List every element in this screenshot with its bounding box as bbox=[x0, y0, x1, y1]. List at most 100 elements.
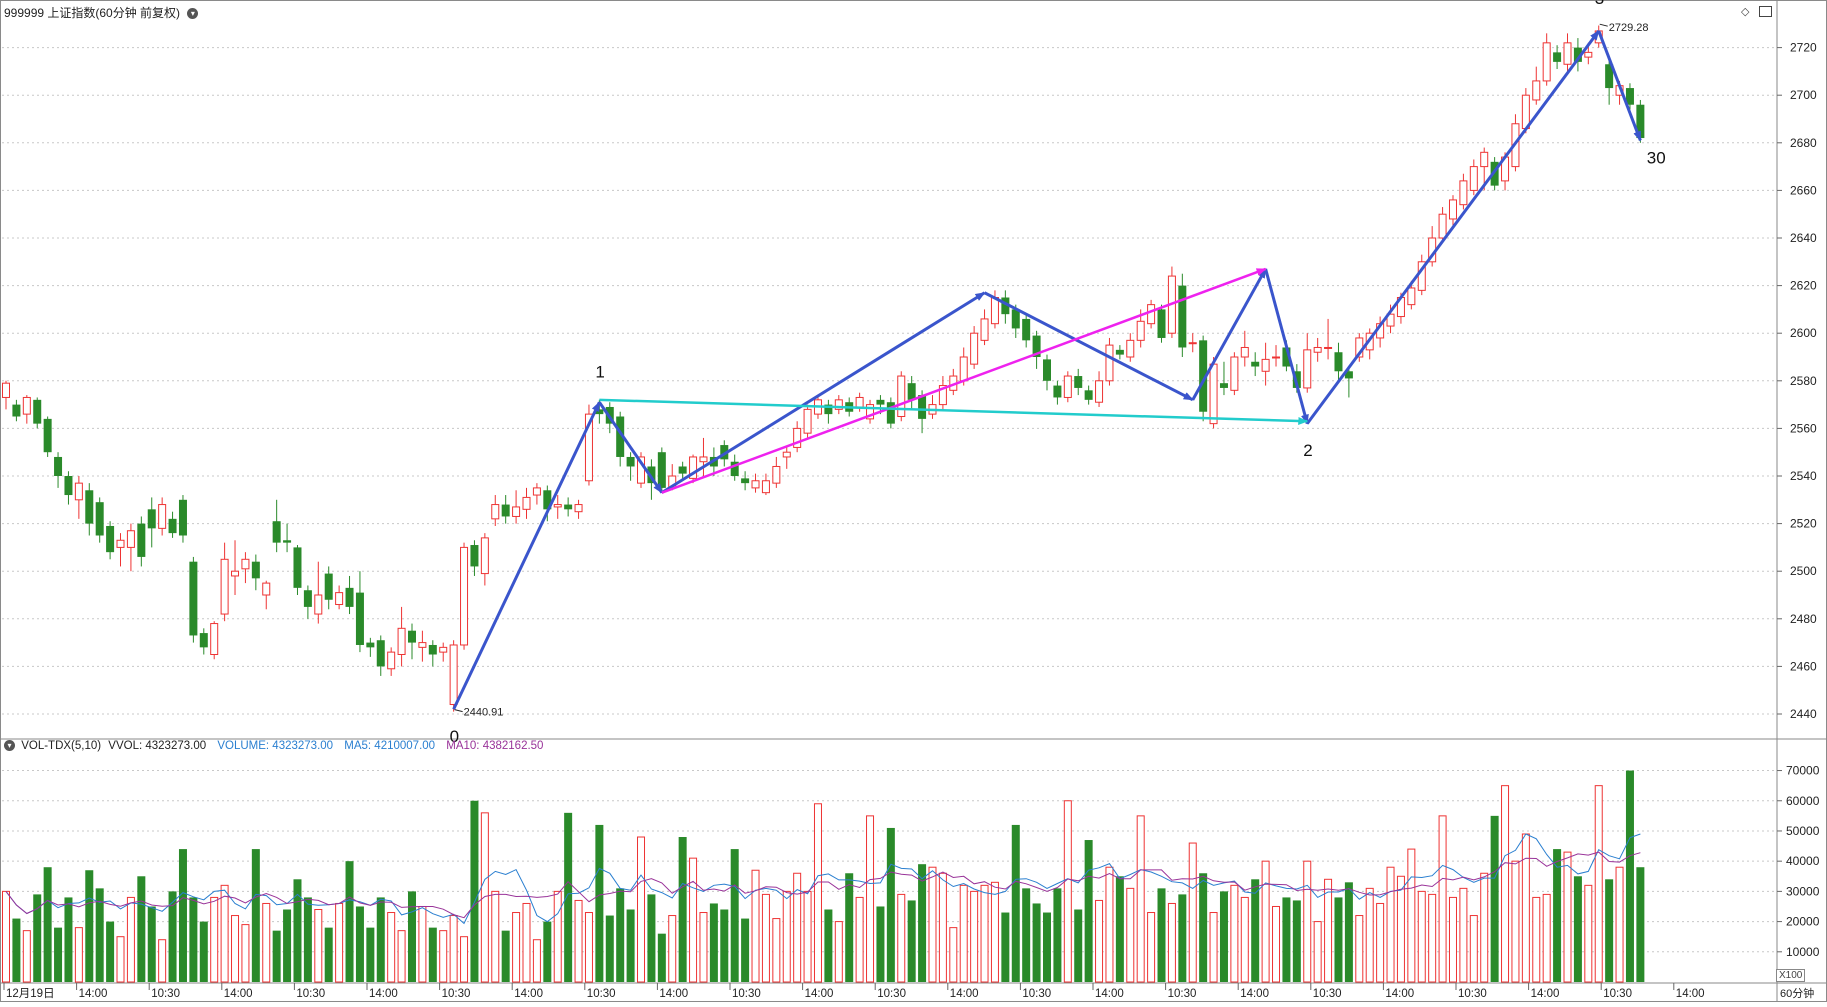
volume-bar bbox=[803, 890, 812, 983]
volume-bar bbox=[834, 921, 843, 983]
candle-body bbox=[178, 499, 187, 536]
price-tick-label: 2560 bbox=[1790, 421, 1817, 435]
candle-body bbox=[54, 456, 63, 476]
volume-bar bbox=[845, 873, 854, 982]
candle-body bbox=[293, 547, 302, 588]
volume-bar bbox=[241, 924, 250, 983]
candle-body bbox=[387, 651, 396, 670]
volume-bar bbox=[345, 861, 354, 982]
volume-bar bbox=[1261, 860, 1270, 983]
volume-bar bbox=[1313, 921, 1322, 983]
candle-body bbox=[303, 590, 312, 607]
candle-body bbox=[1313, 346, 1322, 353]
volume-bar bbox=[543, 921, 552, 982]
volume-tick-label: 60000 bbox=[1786, 794, 1820, 808]
candle-body bbox=[283, 540, 292, 543]
candle-body bbox=[95, 502, 104, 536]
chevron-down-icon[interactable]: ▾ bbox=[187, 8, 199, 20]
time-tick-label: 14:00 bbox=[950, 988, 979, 1000]
volume-legend: ▾ VOL-TDX(5,10) VVOL: 4323273.00 VOLUME:… bbox=[4, 740, 551, 752]
candle-body bbox=[106, 525, 115, 553]
candle-body bbox=[231, 570, 240, 577]
candle-body bbox=[1095, 380, 1104, 403]
volume-bar bbox=[366, 927, 375, 982]
candle-body bbox=[137, 523, 146, 557]
candle-body bbox=[2, 382, 10, 398]
volume-bar bbox=[1605, 879, 1614, 982]
candle-body bbox=[522, 496, 531, 510]
candle-body bbox=[1553, 52, 1562, 62]
price-tick-label: 2580 bbox=[1790, 374, 1817, 388]
candle-body bbox=[1407, 287, 1416, 306]
volume-bar bbox=[1282, 897, 1291, 982]
volume-bar bbox=[1344, 882, 1353, 982]
volume-bar bbox=[1386, 866, 1395, 983]
candle-body bbox=[824, 404, 833, 415]
volume-bar bbox=[584, 912, 593, 983]
volume-bar bbox=[283, 909, 292, 982]
wave-arrow bbox=[661, 291, 986, 494]
candle-body bbox=[1303, 349, 1312, 389]
candle-body bbox=[720, 445, 729, 460]
chevron-down-icon[interactable]: ▾ bbox=[4, 740, 15, 752]
volume-bar bbox=[1157, 888, 1166, 982]
cyan-trend-arrow bbox=[599, 398, 1309, 425]
volume-bar bbox=[1625, 770, 1634, 982]
volume-bar bbox=[439, 930, 448, 983]
candle-body bbox=[428, 644, 437, 655]
time-tick-label: 10:30 bbox=[1313, 988, 1342, 1000]
candle-body bbox=[397, 627, 406, 656]
vol-indicator-name: VOL-TDX(5,10) bbox=[21, 740, 102, 752]
candle-body bbox=[272, 521, 281, 543]
candle-body bbox=[460, 546, 469, 646]
candle-body bbox=[1240, 346, 1249, 358]
candle-body bbox=[501, 504, 510, 517]
volume-bar bbox=[918, 864, 927, 982]
candle-body bbox=[43, 418, 52, 453]
ma5-value: MA5: 4210007.00 bbox=[344, 740, 436, 752]
diamond-icon[interactable]: ◇ bbox=[1741, 6, 1750, 18]
volume-bar bbox=[2, 890, 10, 983]
window-toggle-icon[interactable] bbox=[1759, 6, 1772, 17]
candle-body bbox=[1584, 51, 1593, 58]
volume-bar bbox=[428, 927, 437, 982]
candle-body bbox=[1157, 309, 1166, 338]
price-tick-label: 2640 bbox=[1790, 231, 1817, 245]
candle-body bbox=[439, 646, 448, 653]
candle-body bbox=[866, 404, 875, 420]
candle-body bbox=[74, 482, 83, 501]
volume-bar bbox=[522, 902, 531, 983]
candle-body bbox=[262, 582, 271, 596]
candle-body bbox=[355, 592, 364, 645]
candle-body bbox=[1084, 390, 1093, 400]
candle-body bbox=[158, 504, 167, 529]
price-tick-label: 2620 bbox=[1790, 279, 1817, 293]
time-tick-label: 14:00 bbox=[1676, 988, 1705, 1000]
volume-bar bbox=[22, 930, 31, 983]
candle-body bbox=[1563, 42, 1572, 65]
candle-body bbox=[168, 518, 177, 534]
candle-body bbox=[1480, 151, 1489, 168]
volume-bar bbox=[772, 918, 781, 983]
volume-bar bbox=[574, 899, 583, 983]
time-tick-label: 14:00 bbox=[514, 988, 543, 1000]
volume-bar bbox=[1136, 815, 1145, 983]
candle-body bbox=[647, 466, 656, 484]
candle-body bbox=[1209, 363, 1218, 425]
candle-body bbox=[241, 558, 250, 570]
candle-body bbox=[1625, 88, 1634, 105]
price-tick-label: 2720 bbox=[1790, 41, 1817, 55]
volume-bar bbox=[1542, 893, 1551, 983]
candle-body bbox=[251, 561, 260, 579]
volume-bar bbox=[1376, 902, 1385, 983]
price-tick-label: 2500 bbox=[1790, 564, 1817, 578]
candle-body bbox=[980, 318, 989, 341]
candle-body bbox=[1542, 42, 1551, 82]
volume-tick-label: 10000 bbox=[1786, 945, 1820, 959]
volume-bar bbox=[33, 894, 42, 982]
candle-body bbox=[689, 456, 698, 479]
time-tick-label: 10:30 bbox=[732, 988, 761, 1000]
time-tick-label: 14:00 bbox=[369, 988, 398, 1000]
volume-bar bbox=[876, 906, 885, 982]
